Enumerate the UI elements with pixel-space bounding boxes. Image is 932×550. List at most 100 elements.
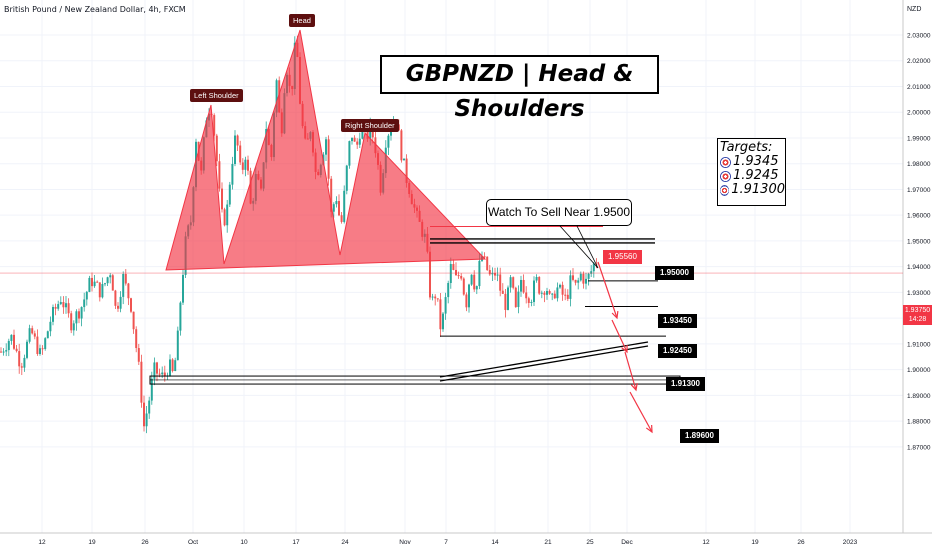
target-icon xyxy=(720,184,730,196)
target-value: 1.9245 xyxy=(733,168,779,183)
candle-body xyxy=(449,264,452,284)
candle-body xyxy=(470,274,473,285)
candle-body xyxy=(579,273,582,281)
candle-body xyxy=(332,204,335,212)
price-tick-label: 1.91000 xyxy=(907,341,931,348)
candle-body xyxy=(122,273,125,297)
candle-body xyxy=(234,135,236,165)
price-tick-label: 2.01000 xyxy=(907,84,931,91)
candle-body xyxy=(2,351,5,353)
target-row: 1.91300 xyxy=(720,183,785,197)
candle-body xyxy=(36,336,39,354)
candle-body xyxy=(171,359,174,372)
overlay xyxy=(0,29,903,434)
time-axis: 12 19 26 Oct 10 17 24 Nov 7 14 21 25 Dec 12 19 26 2023 xyxy=(38,539,857,546)
price-tick-label: 1.89000 xyxy=(907,393,931,400)
candle-body xyxy=(140,361,143,403)
current-price-tag: 1.93750 14:28 xyxy=(903,305,932,325)
time-tick-label: 12 xyxy=(702,539,710,546)
candle-body xyxy=(247,159,249,171)
candle-body xyxy=(117,305,119,309)
candle-body xyxy=(475,286,478,290)
candle-body xyxy=(148,400,151,414)
candle-body xyxy=(444,297,447,314)
head-shoulders-pattern xyxy=(165,29,487,271)
price-tick-label: 2.03000 xyxy=(907,33,931,40)
time-tick-label: 2023 xyxy=(843,539,858,546)
candle-body xyxy=(592,263,595,272)
callout-pointer xyxy=(576,225,599,269)
candle-body xyxy=(436,298,439,300)
time-tick-label: 12 xyxy=(38,539,46,546)
projection-arrow xyxy=(597,261,618,319)
bar-countdown: 14:28 xyxy=(908,316,927,323)
candle-body xyxy=(119,296,122,309)
candle-body xyxy=(387,135,390,148)
candle-body xyxy=(239,145,242,163)
candle-body xyxy=(434,296,437,299)
price-tick-label: 2.02000 xyxy=(907,58,931,65)
candle-body xyxy=(0,351,2,353)
candle-body xyxy=(241,162,244,170)
candle-body xyxy=(496,274,499,276)
candle-body xyxy=(33,333,36,337)
candle-body xyxy=(161,372,164,375)
price-tick-label: 1.87000 xyxy=(907,444,931,451)
candle-body xyxy=(520,279,522,292)
candle-body xyxy=(390,129,392,136)
candle-body xyxy=(80,307,83,319)
candle-body xyxy=(145,413,148,427)
candle-body xyxy=(540,292,543,294)
price-tick-label: 1.97000 xyxy=(907,187,931,194)
candle-body xyxy=(400,130,403,161)
price-tick-label: 2.00000 xyxy=(907,110,931,117)
candle-body xyxy=(460,275,463,279)
arrow-head xyxy=(611,310,619,320)
candle-body xyxy=(46,331,49,339)
time-tick-label: 10 xyxy=(240,539,248,546)
symbol-title: British Pound / New Zealand Dollar, 4h, … xyxy=(4,5,186,14)
candle-body xyxy=(88,277,91,292)
candle-body xyxy=(114,290,117,306)
candle-body xyxy=(213,115,216,136)
candle-body xyxy=(98,282,101,298)
candle-body xyxy=(54,306,57,309)
candle-body xyxy=(348,141,351,166)
candle-body xyxy=(57,304,60,309)
candle-body xyxy=(163,372,166,377)
price-tick-label: 1.88000 xyxy=(907,419,931,426)
candle-body xyxy=(353,137,356,142)
target-row: 1.9345 xyxy=(720,155,785,169)
candle-body xyxy=(533,280,535,302)
candle-body xyxy=(7,340,10,351)
level-tag-1-95000: 1.95000 xyxy=(655,266,694,280)
candle-body xyxy=(275,80,278,113)
target-row: 1.9245 xyxy=(720,169,785,183)
target-icon xyxy=(720,170,731,182)
candle-body xyxy=(358,138,361,145)
candle-body xyxy=(130,298,132,312)
sell-callout: Watch To Sell Near 1.9500 xyxy=(486,199,632,226)
candle-body xyxy=(546,291,548,295)
arrow-head xyxy=(630,382,638,392)
rising-support-line xyxy=(439,341,649,378)
candle-body xyxy=(501,290,504,294)
candle-body xyxy=(522,279,525,293)
chart-title-box: GBPNZD | Head & Shoulders xyxy=(380,55,659,122)
candle-body xyxy=(447,283,450,298)
time-tick-label: 17 xyxy=(292,539,300,546)
candle-body xyxy=(564,294,567,296)
currency-label: NZD xyxy=(907,6,922,13)
candle-body xyxy=(176,330,179,361)
candle-body xyxy=(23,357,26,368)
candle-body xyxy=(473,274,476,290)
price-tick-label: 1.99000 xyxy=(907,135,931,142)
time-tick-label: 14 xyxy=(491,539,499,546)
candle-body xyxy=(561,284,564,295)
candle-body xyxy=(361,125,364,139)
candle-body xyxy=(39,348,41,354)
level-tag-1-89600: 1.89600 xyxy=(680,429,719,443)
time-tick-label: 26 xyxy=(797,539,805,546)
candle-body xyxy=(577,280,580,283)
candle-body xyxy=(462,278,465,295)
